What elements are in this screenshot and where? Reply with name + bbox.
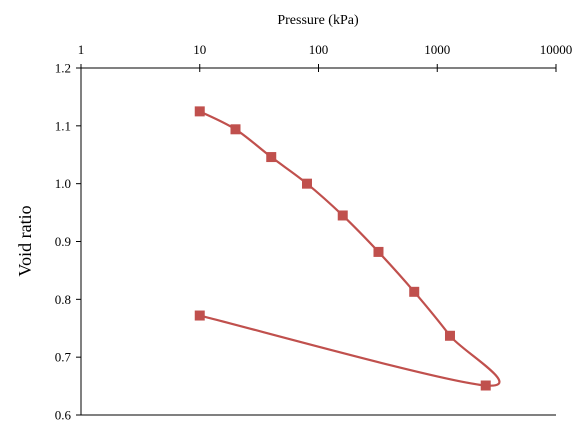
- data-point-marker: [194, 310, 205, 321]
- y-axis-title: Void ratio: [15, 205, 35, 276]
- y-tick-label: 0.9: [55, 234, 71, 249]
- tick-group: 1 10 100 1000 10000 0.6 0.7 0.8 0.9 1.0 1.1 1.2: [55, 42, 573, 423]
- y-tick-label: 0.8: [55, 292, 71, 307]
- data-point-marker: [266, 152, 277, 163]
- series-group: [194, 106, 501, 391]
- y-tick-label: 1.2: [55, 61, 71, 76]
- data-point-marker: [373, 246, 384, 257]
- data-point-marker: [444, 330, 455, 341]
- axes: [80, 67, 556, 416]
- data-point-marker: [194, 106, 205, 117]
- x-tick-label: 1: [78, 42, 85, 57]
- data-point-marker: [301, 178, 312, 189]
- y-tick-label: 1.0: [55, 176, 71, 191]
- x-tick-label: 10000: [540, 42, 573, 57]
- x-axis-title: Pressure (kPa): [277, 13, 359, 28]
- x-tick-label: 10: [193, 42, 206, 57]
- x-tick-label: 100: [309, 42, 329, 57]
- y-tick-label: 0.6: [55, 408, 72, 423]
- y-tick-label: 0.7: [55, 350, 72, 365]
- y-tick-label: 1.1: [55, 118, 71, 133]
- data-point-marker: [409, 286, 420, 297]
- series-line: [198, 110, 501, 387]
- data-point-marker: [337, 210, 348, 221]
- x-tick-label: 1000: [424, 42, 450, 57]
- data-point-marker: [230, 124, 241, 135]
- data-point-marker: [480, 380, 491, 391]
